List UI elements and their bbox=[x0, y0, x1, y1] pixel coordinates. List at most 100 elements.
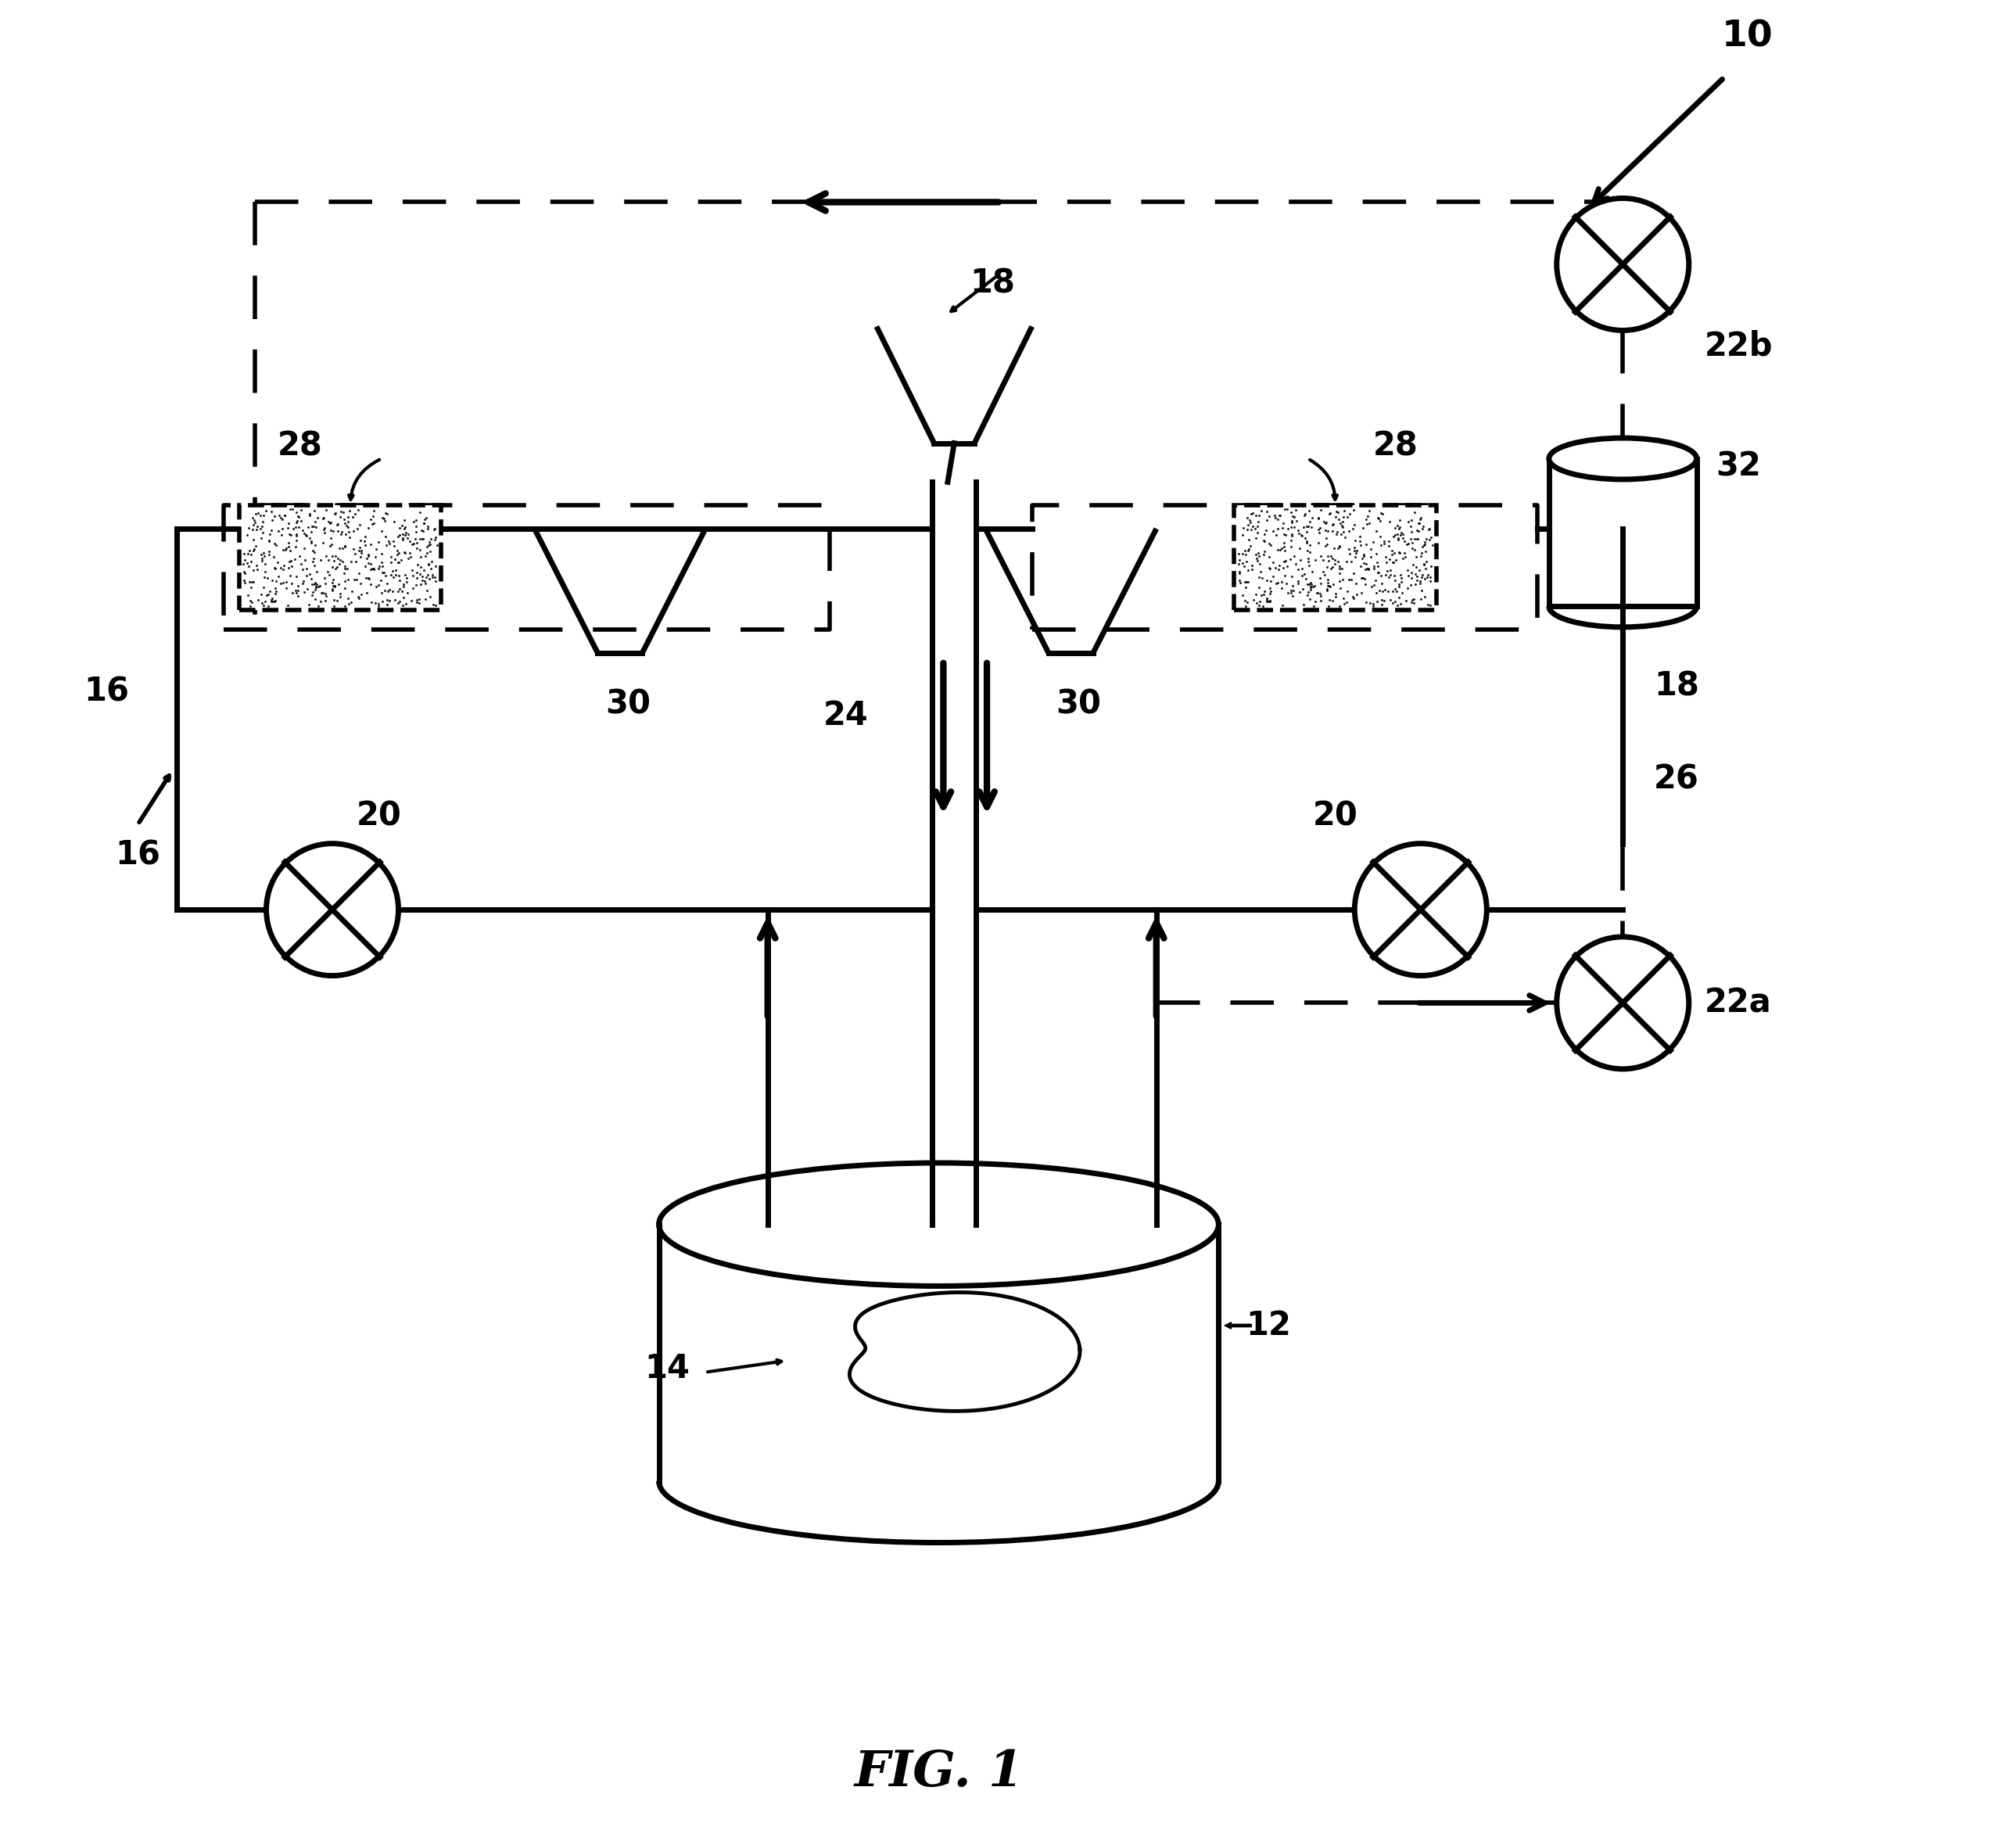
Point bbox=[231, 549, 263, 578]
Point bbox=[269, 501, 301, 530]
Point bbox=[229, 558, 261, 588]
Point bbox=[313, 560, 345, 590]
Point bbox=[1396, 517, 1428, 547]
Point bbox=[1254, 565, 1286, 595]
Point bbox=[401, 506, 433, 536]
Text: 30: 30 bbox=[604, 687, 650, 721]
Point bbox=[1248, 577, 1280, 606]
Point bbox=[265, 553, 297, 582]
Point bbox=[1300, 578, 1332, 608]
Point bbox=[1390, 541, 1422, 571]
Point bbox=[1232, 525, 1264, 554]
Point bbox=[241, 554, 273, 584]
Point bbox=[1238, 586, 1270, 615]
Point bbox=[259, 577, 291, 606]
Point bbox=[417, 560, 449, 590]
Point bbox=[1332, 516, 1364, 545]
Point bbox=[1266, 534, 1298, 564]
Text: 10: 10 bbox=[1721, 18, 1773, 54]
Point bbox=[263, 501, 295, 530]
Point bbox=[369, 499, 401, 529]
Point bbox=[1250, 588, 1282, 617]
Point bbox=[1276, 506, 1308, 536]
Point bbox=[1358, 569, 1390, 599]
Point bbox=[387, 590, 419, 619]
Point bbox=[419, 514, 451, 543]
Point bbox=[355, 530, 387, 560]
Point bbox=[1258, 501, 1290, 530]
Point bbox=[373, 586, 405, 615]
Point bbox=[1404, 508, 1436, 538]
Point bbox=[369, 562, 401, 591]
Point bbox=[241, 512, 273, 541]
Point bbox=[1284, 521, 1316, 551]
Point bbox=[345, 578, 377, 608]
Point bbox=[323, 549, 355, 578]
Point bbox=[1240, 514, 1272, 543]
Point bbox=[1264, 536, 1296, 565]
Point bbox=[1244, 541, 1276, 571]
Point bbox=[1232, 534, 1264, 564]
Point bbox=[343, 495, 375, 525]
Point bbox=[1320, 517, 1352, 547]
Point bbox=[401, 529, 433, 558]
Point bbox=[1416, 553, 1448, 582]
Point bbox=[1388, 543, 1420, 573]
Point bbox=[249, 586, 281, 615]
Point bbox=[1268, 536, 1300, 565]
Point bbox=[331, 519, 363, 549]
Point bbox=[253, 519, 285, 549]
Point bbox=[1278, 541, 1310, 571]
Point bbox=[1378, 547, 1410, 577]
Point bbox=[299, 569, 331, 599]
Point bbox=[397, 529, 429, 558]
Point bbox=[1280, 549, 1312, 578]
Point bbox=[1228, 586, 1260, 615]
Point bbox=[353, 549, 385, 578]
Point bbox=[391, 523, 423, 553]
Point bbox=[1348, 540, 1380, 569]
Point bbox=[1400, 541, 1432, 571]
Point bbox=[297, 536, 329, 565]
Point bbox=[1396, 534, 1428, 564]
Point bbox=[1226, 519, 1258, 549]
Point bbox=[1316, 586, 1348, 615]
Point bbox=[1388, 538, 1420, 567]
Point bbox=[281, 506, 313, 536]
Point bbox=[1324, 573, 1356, 602]
Point bbox=[279, 577, 311, 606]
Point bbox=[1348, 514, 1380, 543]
Point bbox=[1312, 575, 1344, 604]
Point bbox=[387, 523, 419, 553]
Point bbox=[307, 578, 339, 608]
Point bbox=[275, 545, 307, 575]
Point bbox=[1292, 536, 1324, 565]
Point bbox=[1400, 534, 1432, 564]
Point bbox=[1382, 569, 1414, 599]
Point bbox=[409, 554, 441, 584]
Point bbox=[1266, 591, 1298, 621]
Point bbox=[1274, 577, 1306, 606]
Point bbox=[1260, 553, 1292, 582]
Point bbox=[1294, 573, 1326, 602]
Point bbox=[1324, 554, 1356, 584]
Point bbox=[283, 541, 315, 571]
Point bbox=[411, 562, 443, 591]
Text: 30: 30 bbox=[1057, 687, 1101, 721]
Point bbox=[415, 530, 447, 560]
Point bbox=[1262, 567, 1294, 597]
Point bbox=[267, 514, 299, 543]
Point bbox=[299, 506, 331, 536]
Point bbox=[389, 582, 421, 612]
Point bbox=[1344, 527, 1376, 556]
Point bbox=[241, 551, 273, 580]
Point bbox=[1254, 586, 1286, 615]
Point bbox=[1358, 590, 1390, 619]
Point bbox=[413, 549, 445, 578]
Point bbox=[257, 541, 289, 571]
Point bbox=[335, 588, 367, 617]
Point bbox=[1308, 506, 1340, 536]
Point bbox=[331, 565, 363, 595]
Point bbox=[407, 523, 439, 553]
Point bbox=[317, 577, 349, 606]
